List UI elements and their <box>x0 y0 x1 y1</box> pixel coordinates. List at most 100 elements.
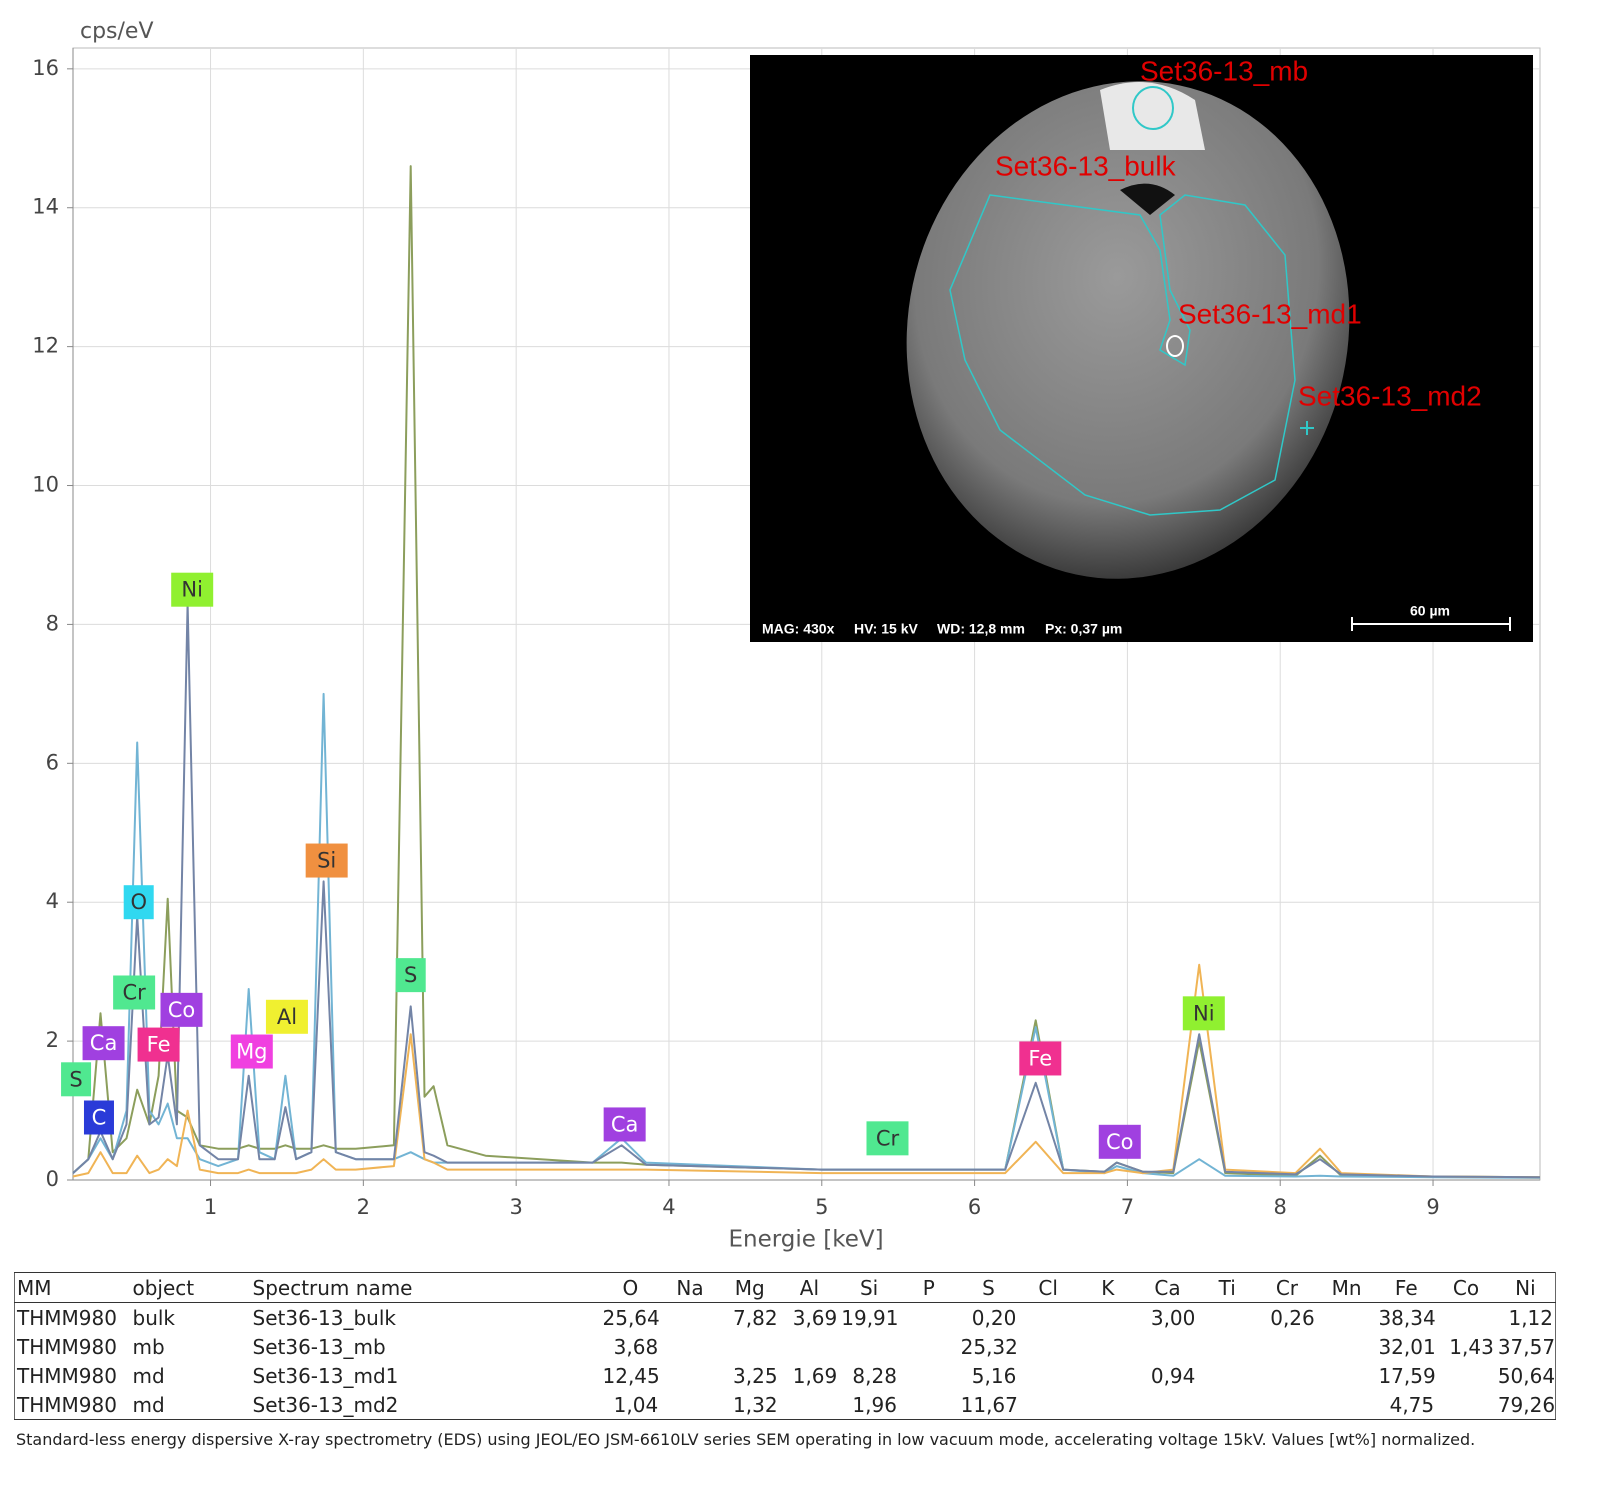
element-tag <box>265 999 308 1034</box>
table-cell <box>899 1390 959 1420</box>
column-header: Al <box>779 1272 840 1303</box>
element-label: Co <box>1106 1130 1134 1154</box>
column-header: P <box>898 1272 959 1303</box>
table-cell <box>1257 1390 1317 1420</box>
md1-region <box>1166 335 1184 357</box>
table-cell <box>1317 1361 1377 1390</box>
table-cell: Set36-13_mb <box>252 1334 386 1359</box>
composition-table: MM object Spectrum name O Na Mg Al Si P S Cl K Ca Ti C… <box>14 1272 1556 1420</box>
table-cell <box>1436 1390 1496 1420</box>
particle <box>906 81 1350 579</box>
table-cell <box>1018 1332 1078 1361</box>
table-cell <box>899 1361 959 1390</box>
table-cell <box>1197 1332 1257 1361</box>
table-cell <box>1018 1303 1078 1333</box>
x-tick-label: 9 <box>1426 1195 1439 1219</box>
table-cell: Set36-13_md1 <box>252 1363 399 1388</box>
table-cell <box>1078 1303 1138 1333</box>
element-label: Mg <box>236 1040 267 1064</box>
table-cell: 8,28 <box>852 1363 897 1388</box>
table-cell: 1,69 <box>792 1363 838 1388</box>
element-label: O <box>130 890 147 914</box>
x-axis-label: Energie [keV] <box>728 1227 883 1253</box>
element-label: Ni <box>181 578 203 602</box>
y-tick-label: 14 <box>32 195 59 219</box>
element-tag <box>305 843 348 878</box>
column-header: K <box>1078 1272 1138 1303</box>
table-cell <box>660 1361 720 1390</box>
x-tick-label: 4 <box>662 1195 675 1219</box>
element-label: Ca <box>611 1112 639 1136</box>
region-label: Set36-13_bulk <box>995 150 1177 181</box>
table-row: THMM980 mb Set36-13_mb 3,68 25,32 32,01 1,43 37… <box>15 1332 1556 1361</box>
element-tag <box>1182 996 1225 1031</box>
element-label: C <box>92 1105 107 1129</box>
table-cell: 11,67 <box>960 1392 1018 1417</box>
table-cell <box>899 1332 959 1361</box>
table-cell: 1,12 <box>1508 1305 1553 1330</box>
element-tag <box>113 975 156 1010</box>
element-label: S <box>69 1067 82 1091</box>
y-tick-label: 8 <box>46 611 59 635</box>
table-cell: 17,59 <box>1378 1363 1436 1388</box>
table-cell <box>839 1332 899 1361</box>
region-label: Set36-13_md2 <box>1298 380 1482 411</box>
sem-image: Set36-13_mb Set36-13_bulk Set36-13_md1 S… <box>750 55 1533 642</box>
column-header: Mg <box>719 1272 780 1303</box>
table-row: THMM980 md Set36-13_md2 1,04 1,32 1,96 11,67 4,… <box>15 1390 1556 1420</box>
y-axis-label: cps/eV <box>80 19 154 44</box>
table-cell: 0,26 <box>1270 1305 1315 1330</box>
table-cell: 79,26 <box>1497 1392 1556 1417</box>
table-cell: 1,43 <box>1449 1334 1494 1359</box>
table-cell: Set36-13_md2 <box>252 1392 399 1417</box>
image-info: HV: 15 kV <box>854 621 918 637</box>
table-cell <box>1018 1361 1078 1390</box>
hole <box>1120 183 1175 215</box>
table-cell: 38,34 <box>1378 1305 1436 1330</box>
table-cell: 32,01 <box>1378 1334 1436 1359</box>
table-cell: bulk <box>132 1305 176 1330</box>
table-cell <box>780 1390 840 1420</box>
y-tick-label: 0 <box>46 1167 59 1191</box>
region-label: Set36-13_md1 <box>1178 298 1362 329</box>
table-cell: 3,00 <box>1150 1305 1196 1330</box>
column-header: MM <box>14 1272 131 1303</box>
x-tick-label: 2 <box>357 1195 370 1219</box>
table-row: THMM980 md Set36-13_md1 12,45 3,25 1,69 8,28 5,… <box>15 1361 1556 1390</box>
table-cell <box>1197 1361 1257 1390</box>
table-cell: THMM980 <box>17 1363 117 1388</box>
element-tag <box>137 1027 180 1062</box>
column-header: S <box>958 1272 1019 1303</box>
column-header: Co <box>1436 1272 1496 1303</box>
y-tick-label: 16 <box>32 56 59 80</box>
table-cell <box>1078 1361 1138 1390</box>
table-cell: 37,57 <box>1497 1334 1556 1359</box>
table-cell <box>1317 1332 1377 1361</box>
element-label: Fe <box>1028 1046 1052 1070</box>
table-cell: md <box>132 1363 165 1388</box>
table-cell: 3,25 <box>733 1363 778 1388</box>
table-cell <box>720 1332 780 1361</box>
x-tick-label: 1 <box>204 1195 217 1219</box>
column-header: object <box>130 1272 251 1303</box>
region-label: Set36-13_mb <box>1140 55 1308 86</box>
table-cell: 0,94 <box>1150 1363 1196 1388</box>
column-header: O <box>600 1272 661 1303</box>
element-label: Ca <box>90 1031 118 1055</box>
element-tag <box>160 992 203 1027</box>
table-cell: 1,96 <box>852 1392 897 1417</box>
table-cell <box>1436 1303 1496 1333</box>
scale-label: 60 µm <box>1410 603 1450 619</box>
element-tag <box>230 1034 273 1069</box>
column-header: Ti <box>1197 1272 1258 1303</box>
table-cell: mb <box>132 1334 165 1359</box>
scale-bar <box>1351 617 1511 631</box>
element-tag <box>123 885 154 920</box>
x-tick-label: 6 <box>968 1195 981 1219</box>
y-tick-label: 10 <box>32 473 59 497</box>
element-tag <box>603 1107 646 1142</box>
table-cell <box>1436 1361 1496 1390</box>
spectrum-line <box>72 602 1541 1179</box>
element-label: Ni <box>1193 1001 1215 1025</box>
